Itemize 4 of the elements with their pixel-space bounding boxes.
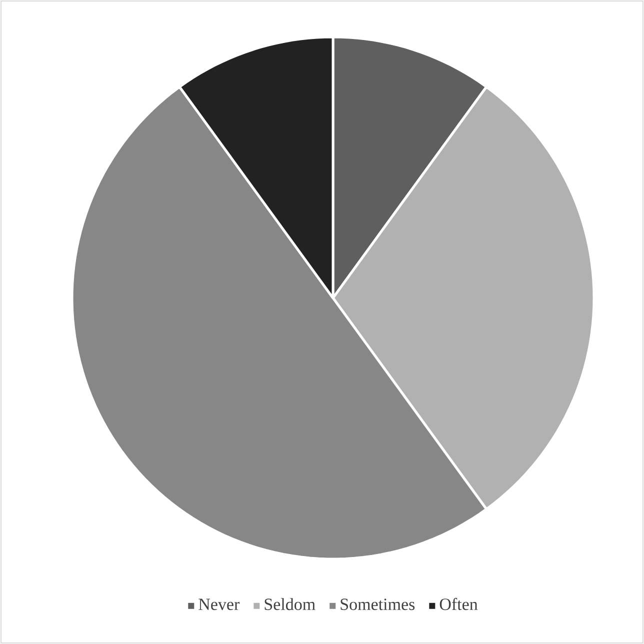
legend-label: Never bbox=[198, 598, 240, 610]
legend-label: Seldom bbox=[264, 598, 316, 610]
legend-label: Often bbox=[440, 598, 478, 610]
legend-label: Sometimes bbox=[340, 598, 415, 610]
